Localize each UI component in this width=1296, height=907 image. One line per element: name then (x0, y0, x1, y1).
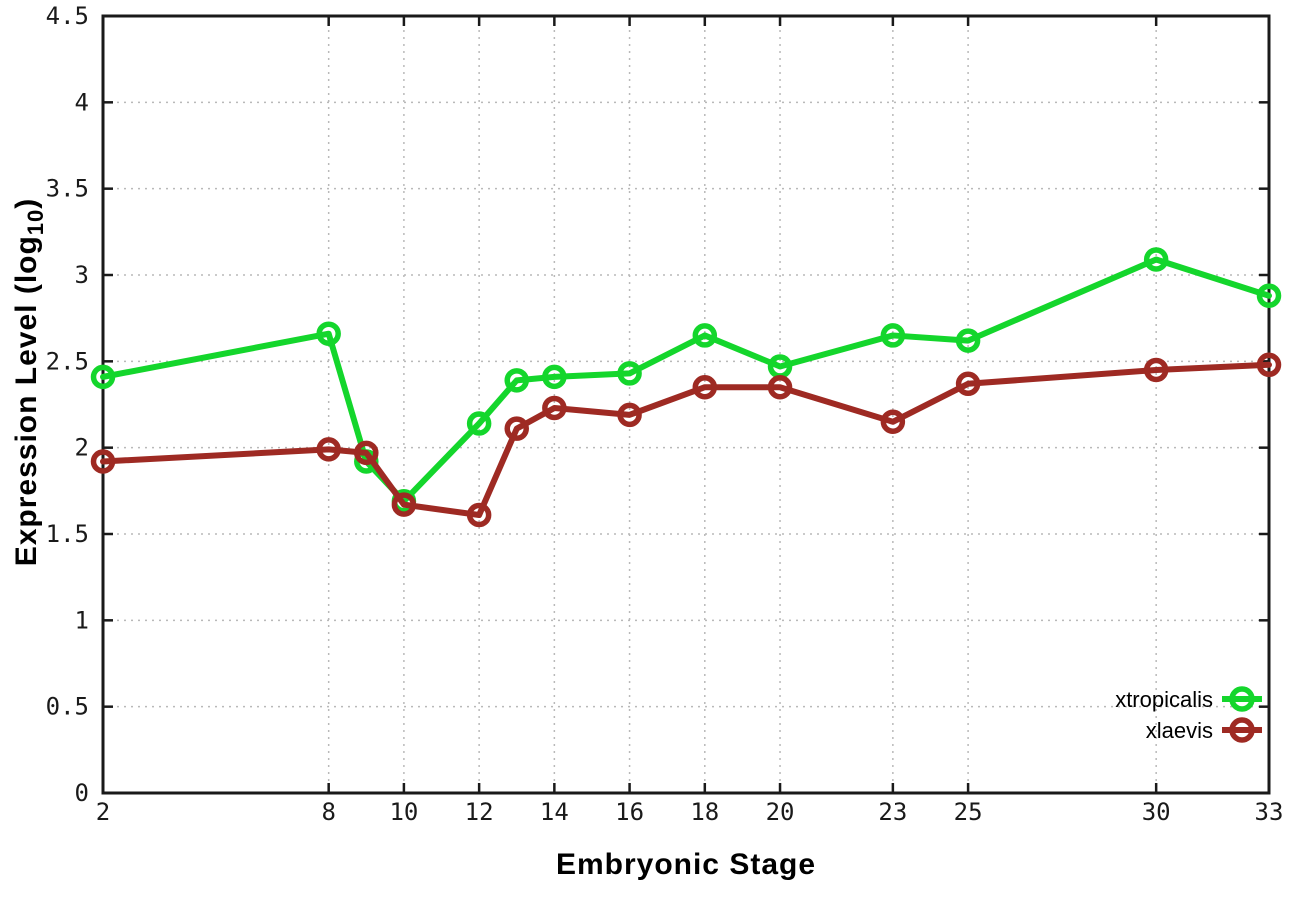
x-tick-label: 12 (465, 798, 494, 826)
x-tick-label: 16 (615, 798, 644, 826)
y-tick-label: 4.5 (46, 2, 89, 30)
series-line-xtropicalis (100, 256, 1272, 505)
data-point-xtropicalis (617, 361, 642, 386)
data-point-xlaevis (617, 402, 642, 428)
data-point-xtropicalis (1143, 247, 1169, 272)
x-tick-label: 30 (1142, 798, 1171, 826)
data-point-xlaevis (504, 416, 529, 441)
x-tick-label: 33 (1255, 798, 1284, 826)
legend-marker-xtropicalis (1222, 686, 1262, 712)
y-tick-label: 1 (75, 606, 89, 634)
x-tick-label: 23 (878, 798, 907, 826)
y-tick-label: 3 (75, 261, 89, 289)
legend-marker-xlaevis (1222, 717, 1262, 743)
data-point-xlaevis (466, 502, 492, 528)
data-point-xlaevis (955, 371, 981, 397)
data-point-xlaevis (880, 409, 906, 435)
x-tick-label: 14 (540, 798, 569, 826)
data-point-xtropicalis (880, 323, 906, 348)
grid-layer (103, 16, 1269, 793)
data-point-xtropicalis (504, 368, 529, 393)
data-point-xlaevis (90, 449, 116, 474)
legend: xtropicalis xlaevis (1115, 686, 1262, 743)
data-point-xtropicalis (692, 323, 718, 348)
data-point-xtropicalis (316, 321, 341, 346)
y-tick-label: 0.5 (46, 693, 89, 721)
x-tick-label: 10 (389, 798, 418, 826)
data-point-xlaevis (391, 492, 417, 517)
y-tick-label: 2 (75, 434, 89, 462)
legend-label-xtropicalis: xtropicalis (1115, 687, 1213, 712)
data-point-xlaevis (692, 374, 718, 400)
x-tick-label: 18 (690, 798, 719, 826)
y-tick-label: 2.5 (46, 347, 89, 375)
data-point-xlaevis (316, 437, 341, 462)
data-point-xtropicalis (542, 364, 567, 390)
x-tick-label: 25 (954, 798, 983, 826)
x-tick-label: 20 (766, 798, 795, 826)
series-line-xlaevis (100, 361, 1272, 519)
data-point-xtropicalis (90, 364, 116, 390)
tick-layer (101, 14, 1271, 795)
y-axis-title: Expression Level (log10) (10, 198, 48, 567)
data-point-xlaevis (354, 440, 379, 466)
y-tick-label: 3.5 (46, 175, 89, 203)
y-tick-label: 0 (75, 779, 89, 807)
data-point-xlaevis (1143, 357, 1169, 383)
x-tick-label: 8 (321, 798, 335, 826)
plot-border-layer (101, 14, 1271, 795)
data-point-xtropicalis (1256, 283, 1282, 308)
data-point-xlaevis (767, 374, 793, 400)
data-point-xlaevis (1256, 352, 1282, 378)
data-point-xtropicalis (466, 411, 492, 436)
data-point-xtropicalis (955, 328, 981, 353)
x-tick-label: 2 (96, 798, 110, 826)
y-tick-label: 4 (75, 88, 89, 116)
legend-label-xlaevis: xlaevis (1146, 718, 1213, 743)
tick-label-layer: 2 8 10 12 14 16 18 20 23 25 30 33 0 0.5 1 1.5 2 2.5 3 3.5 4 4… (46, 2, 1284, 826)
y-tick-label: 1.5 (46, 520, 89, 548)
plot-border (101, 14, 1271, 795)
series-layer (90, 247, 1282, 528)
x-axis-title: Embryonic Stage (556, 848, 816, 881)
data-point-xlaevis (542, 395, 567, 421)
